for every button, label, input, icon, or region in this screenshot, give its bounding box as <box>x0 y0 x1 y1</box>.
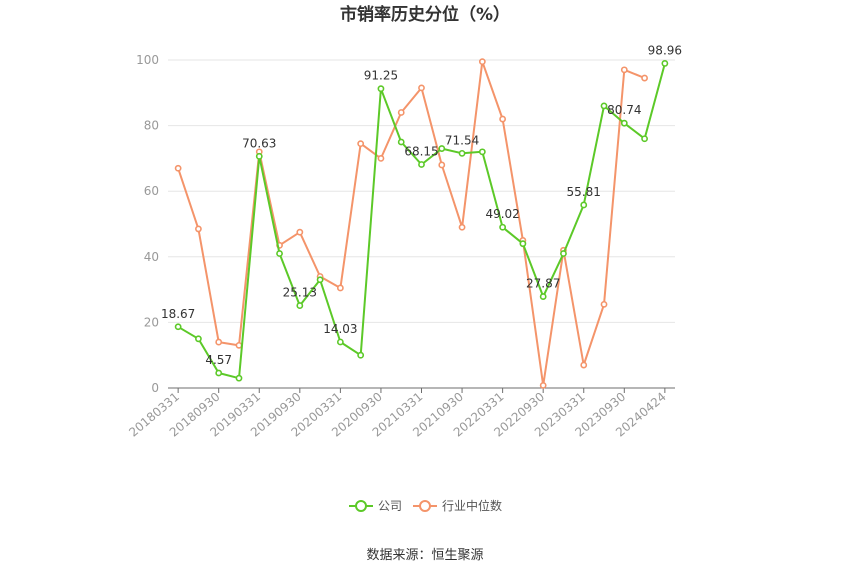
data-label-20210331: 68.15 <box>404 144 438 158</box>
legend-marker-industry-median <box>419 500 431 512</box>
point-s0-20201231 <box>397 138 405 146</box>
y-axis: 0 20 40 60 80 100 <box>136 53 159 395</box>
data-label-20200930: 91.25 <box>364 69 398 83</box>
data-label-20190930: 25.13 <box>283 286 317 300</box>
point-s0-20230630 <box>600 102 608 110</box>
point-s1-20200331 <box>336 284 344 292</box>
point-s0-20200930 <box>377 85 385 93</box>
series-line-1 <box>177 60 645 387</box>
legend-label-company: 公司 <box>378 499 402 513</box>
point-s0-20211231 <box>478 148 486 156</box>
point-s0-20190930 <box>296 302 304 309</box>
data-source: 数据来源：恒生聚源 <box>366 548 483 563</box>
point-s0-20190630 <box>276 250 283 257</box>
point-s0-20200630 <box>357 351 365 359</box>
point-s1-20200630 <box>357 140 365 148</box>
point-s1-20220930 <box>539 381 547 389</box>
point-s0-20191231 <box>316 276 324 284</box>
point-s0-20210331 <box>418 161 425 168</box>
data-label-20220331: 49.02 <box>485 207 519 221</box>
point-s1-20180630 <box>195 225 202 233</box>
data-label-20230930: 80.74 <box>607 103 641 117</box>
y-tick-label-100: 100 <box>136 53 159 67</box>
point-s1-20230930 <box>620 66 628 74</box>
data-label-20190331: 70.63 <box>242 136 276 150</box>
series-layer <box>174 58 669 389</box>
data-label-20230331: 55.81 <box>567 185 601 199</box>
point-s0-20200331 <box>336 338 344 346</box>
point-s1-20230630 <box>600 300 608 308</box>
point-s1-20181231 <box>235 341 243 349</box>
chart-title: 市销率历史分位（%） <box>340 4 510 25</box>
data-label-20240424: 98.96 <box>648 43 682 57</box>
point-s1-20180930 <box>215 338 223 346</box>
point-s0-20220331 <box>499 223 507 231</box>
data-label-20200331: 14.03 <box>323 322 357 336</box>
point-s0-20181231 <box>235 374 243 382</box>
point-s1-20211231 <box>478 58 486 66</box>
legend[interactable]: 公司 行业中位数 <box>349 498 502 513</box>
point-s0-20221231 <box>560 250 567 257</box>
data-label-20210930: 71.54 <box>445 133 479 147</box>
point-s0-20220630 <box>519 240 527 248</box>
data-label-20180331: 18.67 <box>161 307 195 321</box>
point-s1-20190930 <box>296 228 304 236</box>
point-s1-20180331 <box>174 164 182 172</box>
point-s1-20220331 <box>499 115 507 123</box>
point-s1-20201231 <box>397 109 405 116</box>
point-s1-20231231 <box>641 74 648 82</box>
point-s0-20180930 <box>215 369 223 377</box>
point-s0-20240424 <box>661 60 669 67</box>
y-tick-label-40: 40 <box>144 250 159 264</box>
point-s0-20231231 <box>641 135 648 143</box>
y-tick-label-0: 0 <box>151 381 159 395</box>
y-tick-label-60: 60 <box>144 184 159 198</box>
point-s1-20210930 <box>458 223 466 231</box>
data-label-20180930: 4.57 <box>205 353 232 367</box>
series-0 <box>174 60 669 382</box>
data-labels: 18.67 4.57 70.63 25.13 14.03 91.25 68.15 71.54 4… <box>161 43 682 367</box>
point-s1-20200930 <box>377 154 385 162</box>
point-s0-20210930 <box>458 149 466 157</box>
data-label-20220930: 27.87 <box>526 277 560 291</box>
x-axis: 2018033120180930201903312019093020200331… <box>126 387 675 440</box>
legend-marker-company <box>355 500 367 512</box>
legend-item-industry-median[interactable]: 行业中位数 <box>413 498 502 513</box>
point-s0-20220930 <box>539 293 547 300</box>
point-s0-20190331 <box>255 152 263 160</box>
legend-item-company[interactable]: 公司 <box>349 499 402 513</box>
y-tick-label-80: 80 <box>144 119 159 133</box>
point-s0-20180331 <box>174 323 182 331</box>
point-s0-20210630 <box>438 145 446 152</box>
point-s1-20210331 <box>418 84 425 92</box>
point-s1-20230331 <box>580 361 588 369</box>
legend-label-industry-median: 行业中位数 <box>442 498 502 513</box>
point-s0-20180630 <box>195 335 202 343</box>
point-s0-20230930 <box>620 119 628 127</box>
point-s0-20230331 <box>580 201 588 209</box>
grid-lines <box>168 59 675 323</box>
y-tick-label-20: 20 <box>144 315 159 329</box>
point-s1-20210630 <box>438 161 446 169</box>
